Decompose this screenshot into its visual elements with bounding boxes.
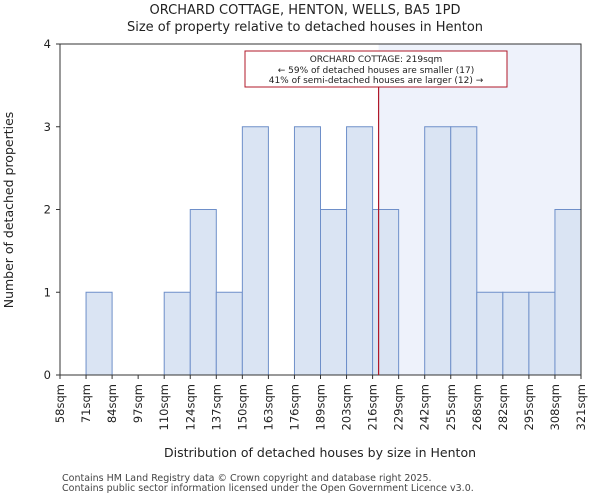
- bar-295sqm: [528, 291, 556, 376]
- annotation-line-3: 41% of semi-detached houses are larger (…: [269, 76, 484, 86]
- annotation-border: [244, 50, 508, 88]
- bar-242sqm: [424, 126, 452, 376]
- x-tick-label-97sqm: 97sqm: [131, 384, 145, 423]
- y-axis-label: Number of detached properties: [1, 112, 16, 309]
- annotation-line-2: ← 59% of detached houses are smaller (17…: [278, 66, 475, 76]
- x-tick-label-150sqm: 150sqm: [235, 384, 249, 430]
- x-tick-label-71sqm: 71sqm: [79, 384, 93, 423]
- x-tick-label-229sqm: 229sqm: [392, 384, 406, 430]
- y-tick-label-2: 2: [44, 203, 51, 217]
- x-tick-label-124sqm: 124sqm: [183, 384, 197, 430]
- x-tick-label-282sqm: 282sqm: [496, 384, 510, 430]
- x-tick-label-137sqm: 137sqm: [209, 384, 223, 430]
- bar-137sqm: [215, 291, 243, 376]
- x-tick-label-268sqm: 268sqm: [470, 384, 484, 430]
- bar-268sqm: [476, 291, 504, 376]
- x-tick-label-84sqm: 84sqm: [105, 384, 119, 423]
- bar-282sqm: [502, 291, 530, 376]
- annotation-line-1: ORCHARD COTTAGE: 219sqm: [310, 55, 443, 65]
- x-tick-label-203sqm: 203sqm: [340, 384, 354, 430]
- ticks-layer: 0 1 2 3 4 58sqm 71sqm 84sqm 97sqm 110sqm 124sqm 137…: [44, 37, 588, 430]
- y-tick-label-4: 4: [44, 37, 51, 51]
- x-tick-label-58sqm: 58sqm: [53, 384, 67, 423]
- chart-title: ORCHARD COTTAGE, HENTON, WELLS, BA5 1PD: [150, 3, 461, 18]
- x-tick-label-189sqm: 189sqm: [314, 384, 328, 430]
- x-tick-label-295sqm: 295sqm: [522, 384, 536, 430]
- x-tick-label-308sqm: 308sqm: [548, 384, 562, 430]
- x-tick-label-176sqm: 176sqm: [287, 384, 301, 430]
- bar-189sqm: [320, 209, 348, 376]
- bar-176sqm: [293, 126, 322, 376]
- x-tick-label-163sqm: 163sqm: [261, 384, 275, 430]
- chart-subtitle: Size of property relative to detached ho…: [127, 20, 483, 35]
- footer-line-1: Contains HM Land Registry data © Crown c…: [62, 473, 432, 484]
- bar-110sqm: [163, 291, 191, 376]
- x-tick-label-242sqm: 242sqm: [418, 384, 432, 430]
- y-tick-label-0: 0: [44, 368, 51, 382]
- bar-71sqm: [85, 291, 113, 376]
- bar-255sqm: [450, 126, 478, 376]
- bar-203sqm: [346, 126, 374, 376]
- x-tick-label-255sqm: 255sqm: [444, 384, 458, 430]
- y-tick-label-3: 3: [44, 120, 51, 134]
- bar-150sqm: [241, 126, 269, 376]
- x-tick-label-110sqm: 110sqm: [157, 384, 171, 430]
- x-tick-label-321sqm: 321sqm: [574, 384, 588, 430]
- x-axis-label: Distribution of detached houses by size …: [164, 445, 476, 460]
- bars-layer: [85, 126, 582, 376]
- bar-308sqm: [554, 209, 582, 376]
- bar-216sqm: [372, 209, 400, 376]
- y-tick-label-1: 1: [44, 285, 51, 299]
- bar-124sqm: [189, 209, 217, 376]
- footer-line-2: Contains public sector information licen…: [62, 483, 474, 494]
- x-tick-label-216sqm: 216sqm: [366, 384, 380, 430]
- annotation-box: ORCHARD COTTAGE: 219sqm ← 59% of detache…: [244, 50, 508, 88]
